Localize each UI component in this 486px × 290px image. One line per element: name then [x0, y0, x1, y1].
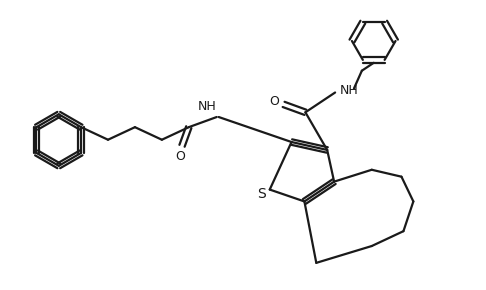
Text: NH: NH [340, 84, 359, 97]
Text: O: O [269, 95, 278, 108]
Text: O: O [175, 150, 185, 163]
Text: S: S [258, 186, 266, 200]
Text: NH: NH [198, 100, 217, 113]
